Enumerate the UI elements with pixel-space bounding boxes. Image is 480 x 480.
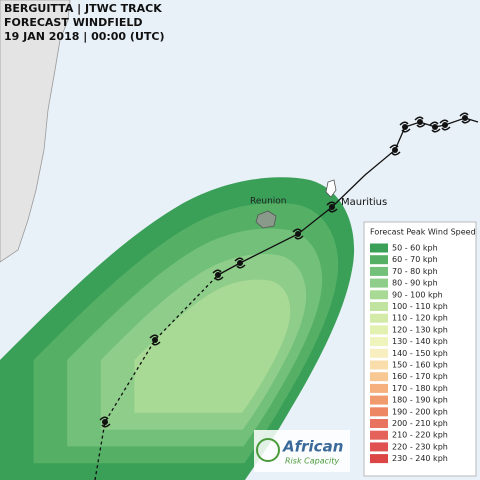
storm-symbol: [442, 122, 448, 128]
legend-swatch: [370, 454, 388, 464]
storm-symbols: [99, 112, 471, 428]
windfield: [0, 177, 355, 480]
legend-label: 230 - 240 kph: [392, 454, 448, 463]
legend-label: 80 - 90 kph: [392, 279, 438, 288]
legend-label: 170 - 180 kph: [392, 384, 448, 393]
storm-symbol: [295, 231, 301, 237]
place-label: Reunion: [250, 197, 287, 207]
title-line: BERGUITTA | JTWC TRACK: [4, 2, 162, 15]
storm-arm: [292, 228, 304, 240]
storm-symbol: [329, 204, 335, 210]
legend-swatch: [370, 348, 388, 358]
reunion-island: [255, 210, 277, 229]
legend-label: 160 - 170 kph: [392, 372, 448, 381]
legend-swatch: [370, 313, 388, 323]
logo-box: [254, 430, 350, 472]
place-label: Mauritius: [341, 197, 387, 208]
storm-arm: [414, 116, 426, 128]
legend-label: 210 - 220 kph: [392, 431, 448, 440]
legend-swatch: [370, 255, 388, 265]
legend-swatch: [370, 442, 388, 452]
logo-subtitle: Risk Capacity: [285, 457, 339, 466]
legend-label: 90 - 100 kph: [392, 290, 443, 299]
storm-arm: [326, 201, 338, 213]
legend-label: 130 - 140 kph: [392, 337, 448, 346]
legend-label: 220 - 230 kph: [392, 442, 448, 451]
storm-symbol: [417, 119, 423, 125]
legend-label: 190 - 200 kph: [392, 407, 448, 416]
storm-symbol: [402, 124, 408, 130]
legend-items: 50 - 60 kph 60 - 70 kph 70 - 80 kph 80 - 90…: [370, 243, 448, 464]
storm-arm: [429, 121, 441, 133]
legend-swatch: [370, 395, 388, 405]
legend-swatch: [370, 430, 388, 440]
legend-label: 70 - 80 kph: [392, 267, 438, 276]
title-line: FORECAST WINDFIELD: [4, 16, 143, 29]
legend-label: 140 - 150 kph: [392, 349, 448, 358]
legend-swatch: [370, 290, 388, 300]
legend-label: 180 - 190 kph: [392, 396, 448, 405]
storm-arm: [99, 416, 111, 428]
logo-name: African: [282, 438, 343, 456]
legend-swatch: [370, 266, 388, 276]
storm-symbol: [462, 115, 468, 121]
storm-symbol: [152, 337, 158, 343]
storm-arm: [459, 112, 471, 124]
logo-icon: [256, 438, 280, 462]
legend-title: Forecast Peak Wind Speed: [370, 228, 476, 237]
legend-swatch: [370, 325, 388, 335]
legend-swatch: [370, 337, 388, 347]
wind-ring: [134, 279, 291, 413]
legend-label: 200 - 210 kph: [392, 419, 448, 428]
legend-swatch: [370, 419, 388, 428]
storm-symbol: [237, 260, 243, 266]
storm-arm: [389, 144, 401, 156]
madagascar: [0, 0, 71, 263]
legend-label: 110 - 120 kph: [392, 314, 448, 323]
storm-arm: [212, 269, 224, 281]
legend-swatch: [370, 243, 388, 253]
storm-arm: [399, 121, 411, 133]
storm-symbol: [392, 147, 398, 153]
legend-label: 100 - 110 kph: [392, 302, 448, 311]
legend-label: 60 - 70 kph: [392, 255, 438, 264]
storm-arm: [149, 334, 161, 346]
track-forecast: [94, 274, 219, 480]
storm-arm: [439, 119, 451, 131]
legend-label: 150 - 160 kph: [392, 361, 448, 370]
legend-swatch: [370, 302, 388, 311]
storm-symbol: [102, 419, 108, 425]
legend-label: 50 - 60 kph: [392, 244, 438, 253]
legend-swatch: [370, 360, 388, 370]
legend-swatch: [370, 383, 388, 393]
title-line: 19 JAN 2018 | 00:00 (UTC): [4, 30, 164, 43]
legend-swatch: [370, 372, 388, 382]
mauritius-island: [325, 179, 337, 198]
legend-swatch: [370, 407, 388, 417]
storm-arm: [234, 257, 246, 269]
legend-swatch: [370, 278, 388, 288]
track-observed: [217, 117, 479, 276]
storm-symbol: [432, 124, 438, 130]
storm-symbol: [215, 272, 221, 278]
legend-label: 120 - 130 kph: [392, 325, 448, 334]
